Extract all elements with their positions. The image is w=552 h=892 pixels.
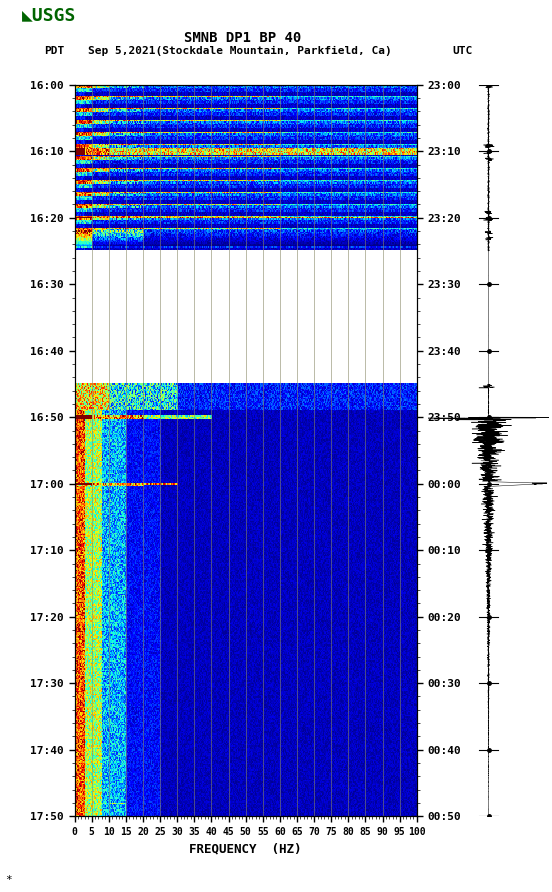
Text: PDT: PDT xyxy=(44,46,65,56)
Text: ◣USGS: ◣USGS xyxy=(22,6,77,24)
Text: SMNB DP1 BP 40: SMNB DP1 BP 40 xyxy=(184,31,301,45)
Text: *: * xyxy=(6,875,12,885)
Text: Sep 5,2021(Stockdale Mountain, Parkfield, Ca): Sep 5,2021(Stockdale Mountain, Parkfield… xyxy=(88,46,392,56)
X-axis label: FREQUENCY  (HZ): FREQUENCY (HZ) xyxy=(189,842,302,855)
Text: UTC: UTC xyxy=(453,46,473,56)
